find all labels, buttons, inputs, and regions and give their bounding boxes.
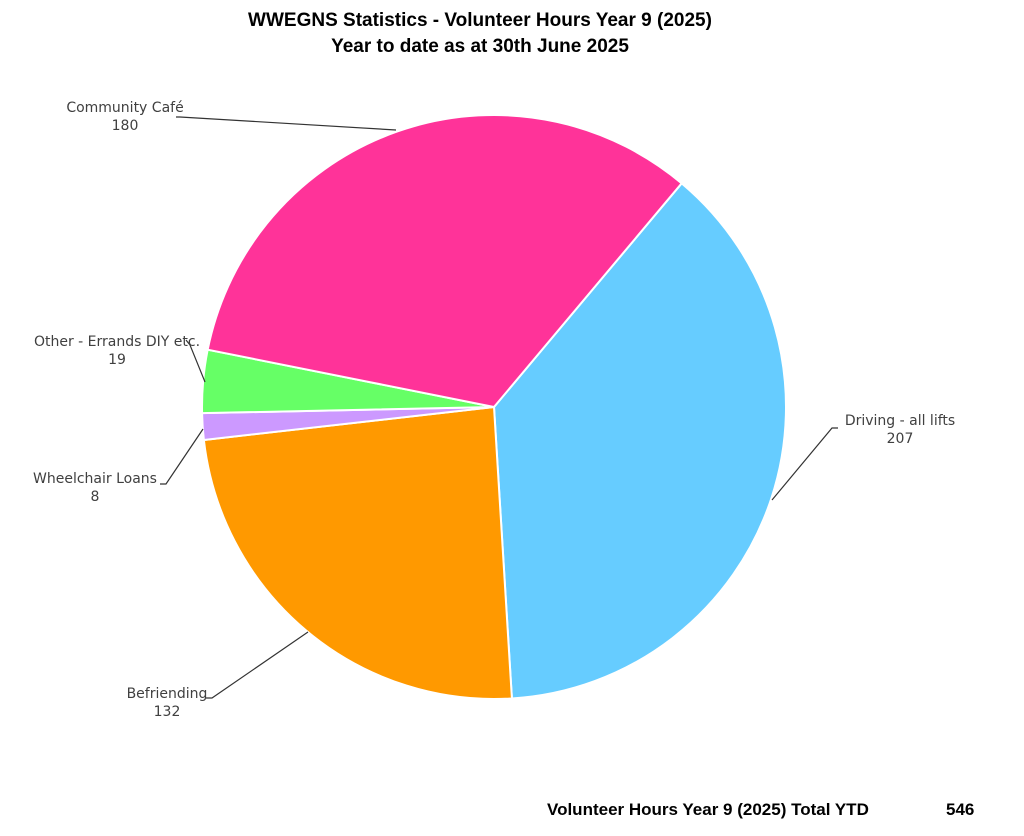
pie-slice: [206, 114, 684, 409]
slice-value: 132: [153, 704, 181, 720]
chart-title: WWEGNS Statistics - Volunteer Hours Year…: [248, 10, 712, 31]
slice-value: 8: [90, 489, 100, 505]
data-label: Other - Errands DIY etc. 19: [32, 333, 202, 369]
leader-line: [771, 427, 838, 501]
total-label: Volunteer Hours Year 9 (2025) Total YTD: [547, 800, 869, 819]
slice-name: Community Café: [66, 100, 184, 116]
leader-line: [206, 631, 309, 699]
chart-subtitle: Year to date as at 30th June 2025: [331, 36, 629, 57]
leader-line: [160, 428, 204, 485]
slice-name: Wheelchair Loans: [33, 471, 157, 487]
slice-value: 180: [111, 118, 139, 134]
data-label: Driving - all lifts 207: [800, 412, 1000, 448]
leader-line: [176, 116, 397, 131]
slice-name: Driving - all lifts: [844, 413, 956, 429]
slice-value: 207: [886, 431, 914, 447]
leader-line: [185, 339, 206, 383]
data-label: Wheelchair Loans 8: [15, 470, 175, 506]
slice-value: 19: [108, 352, 126, 368]
data-label: Community Café 180: [45, 99, 205, 135]
data-label: Befriending 132: [107, 685, 227, 721]
pie-slice: [202, 405, 513, 700]
pie-slice: [492, 181, 787, 700]
total-value: 546: [946, 800, 975, 819]
slice-name: Other - Errands DIY etc.: [33, 334, 201, 350]
slice-name: Befriending: [126, 686, 208, 702]
